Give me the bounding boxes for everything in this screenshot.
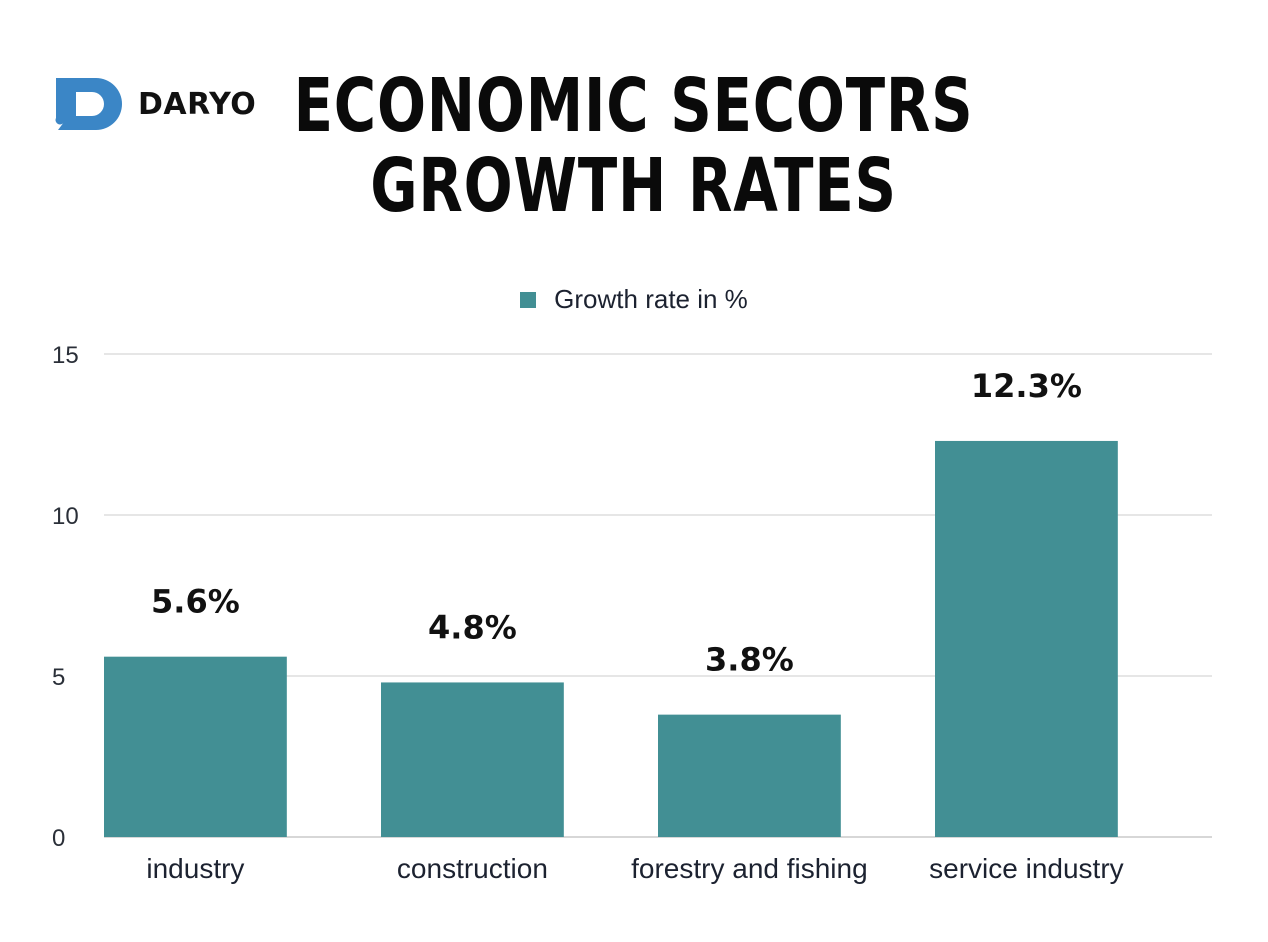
legend-label: Growth rate in % — [554, 284, 748, 314]
title-line-1: ECONOMIC SECOTRS — [293, 63, 974, 149]
labels: 0 5 10 15 5.6% industry 4.8% construction 3.8% fo… — [52, 342, 1124, 884]
data-label: 4.8% — [428, 608, 517, 646]
data-label: 3.8% — [705, 641, 794, 679]
daryo-logo: DARYO — [52, 76, 256, 132]
x-tick-label: service industry — [929, 853, 1124, 884]
x-tick-label: construction — [397, 853, 548, 884]
title-line-2: GROWTH RATES — [370, 143, 897, 229]
y-tick-label: 15 — [52, 342, 79, 369]
page-title: ECONOMIC SECOTRS GROWTH RATES — [139, 66, 1128, 226]
legend-swatch — [520, 291, 537, 308]
bar — [381, 682, 564, 837]
bar — [935, 440, 1118, 837]
y-tick-label: 0 — [52, 825, 65, 852]
bars — [104, 440, 1118, 837]
data-label: 5.6% — [151, 583, 240, 621]
bar — [658, 714, 841, 837]
bar — [104, 656, 287, 837]
data-label: 12.3% — [971, 367, 1082, 405]
x-tick-label: industry — [146, 853, 244, 884]
x-tick-label: forestry and fishing — [631, 853, 868, 884]
y-tick-label: 5 — [52, 664, 65, 691]
chart-legend: Growth rate in % — [0, 284, 1268, 315]
y-tick-label: 10 — [52, 503, 79, 530]
speech-bubble-logo-icon — [55, 78, 123, 130]
logo-text: DARYO — [138, 86, 257, 122]
